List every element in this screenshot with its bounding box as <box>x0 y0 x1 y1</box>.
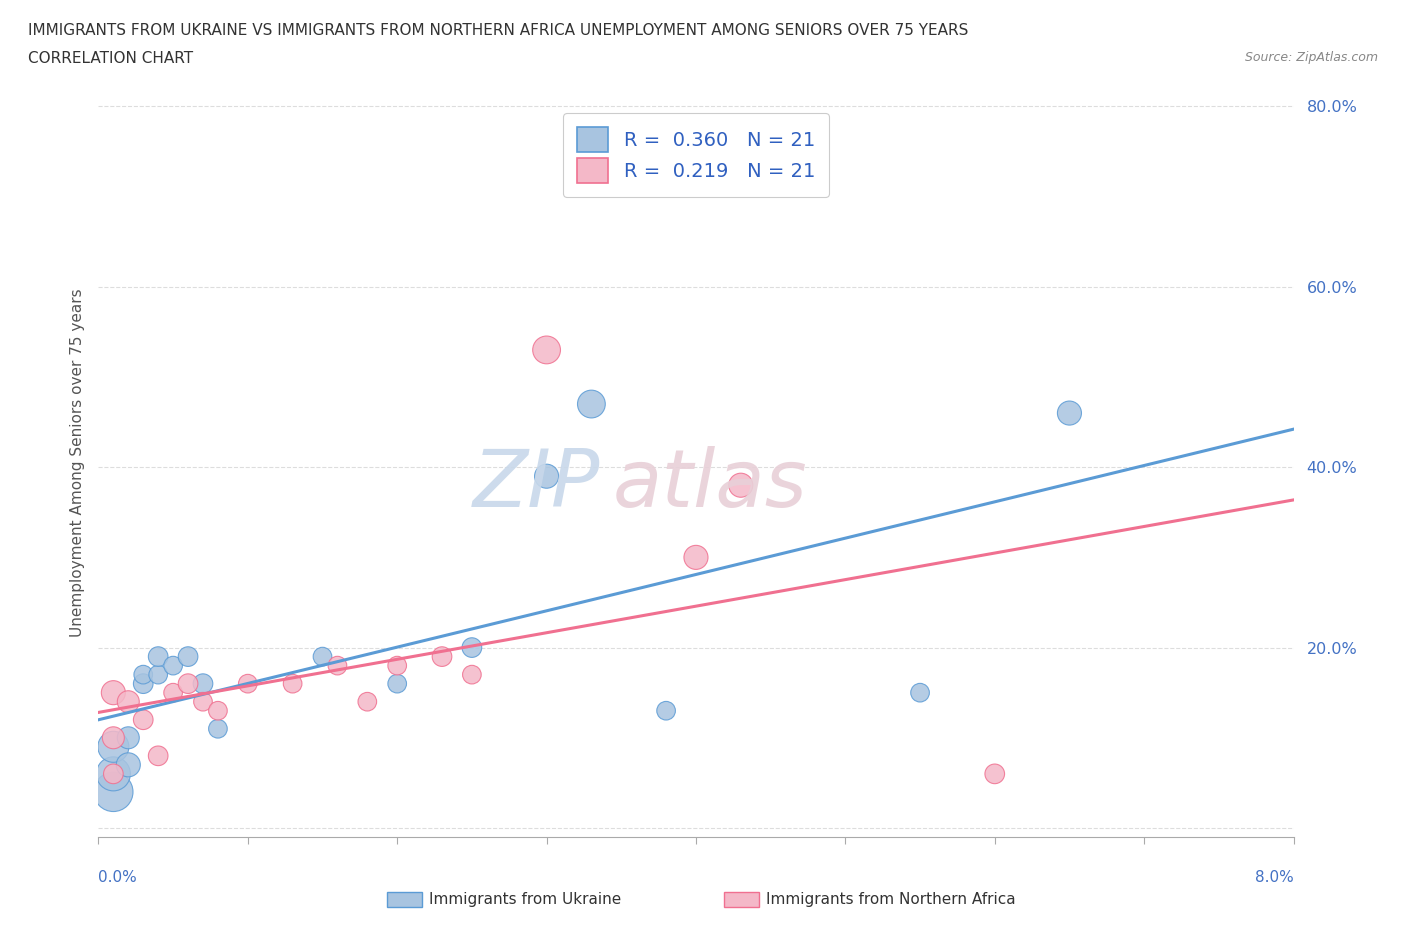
Point <box>311 649 333 664</box>
Point <box>356 695 378 710</box>
Point <box>685 550 707 565</box>
Point <box>117 757 139 772</box>
Point <box>1059 405 1081 420</box>
Point <box>730 478 752 493</box>
Point <box>132 712 155 727</box>
Point <box>148 649 170 664</box>
Text: IMMIGRANTS FROM UKRAINE VS IMMIGRANTS FROM NORTHERN AFRICA UNEMPLOYMENT AMONG SE: IMMIGRANTS FROM UKRAINE VS IMMIGRANTS FR… <box>28 23 969 38</box>
Point <box>191 695 214 710</box>
Point <box>132 667 155 682</box>
Point <box>177 649 200 664</box>
Point <box>461 640 484 655</box>
Text: Source: ZipAtlas.com: Source: ZipAtlas.com <box>1244 51 1378 64</box>
Legend: R =  0.360   N = 21, R =  0.219   N = 21: R = 0.360 N = 21, R = 0.219 N = 21 <box>564 113 828 197</box>
Point <box>207 722 229 737</box>
Point <box>430 649 453 664</box>
Point <box>103 766 125 781</box>
Point <box>385 658 409 673</box>
Point <box>117 730 139 745</box>
Point <box>908 685 931 700</box>
Point <box>207 703 229 718</box>
Point <box>581 396 603 411</box>
Point <box>132 676 155 691</box>
Point <box>148 749 170 764</box>
Point <box>984 766 1007 781</box>
Text: Immigrants from Northern Africa: Immigrants from Northern Africa <box>766 892 1017 907</box>
Text: 8.0%: 8.0% <box>1254 870 1294 884</box>
Point <box>103 730 125 745</box>
Text: ZIP: ZIP <box>472 446 600 525</box>
Point <box>536 342 558 357</box>
Point <box>461 667 484 682</box>
Point <box>162 685 184 700</box>
Point <box>148 667 170 682</box>
Text: 0.0%: 0.0% <box>98 870 138 884</box>
Point <box>385 676 409 691</box>
Point <box>103 739 125 754</box>
Point <box>536 469 558 484</box>
Point <box>281 676 304 691</box>
Text: Immigrants from Ukraine: Immigrants from Ukraine <box>429 892 621 907</box>
Point <box>103 685 125 700</box>
Point <box>655 703 678 718</box>
Point <box>191 676 214 691</box>
Point <box>236 676 259 691</box>
Point <box>177 676 200 691</box>
Text: CORRELATION CHART: CORRELATION CHART <box>28 51 193 66</box>
Point <box>103 766 125 781</box>
Point <box>326 658 349 673</box>
Point <box>162 658 184 673</box>
Point <box>117 695 139 710</box>
Y-axis label: Unemployment Among Seniors over 75 years: Unemployment Among Seniors over 75 years <box>69 288 84 637</box>
Text: atlas: atlas <box>613 446 807 525</box>
Point <box>103 785 125 800</box>
